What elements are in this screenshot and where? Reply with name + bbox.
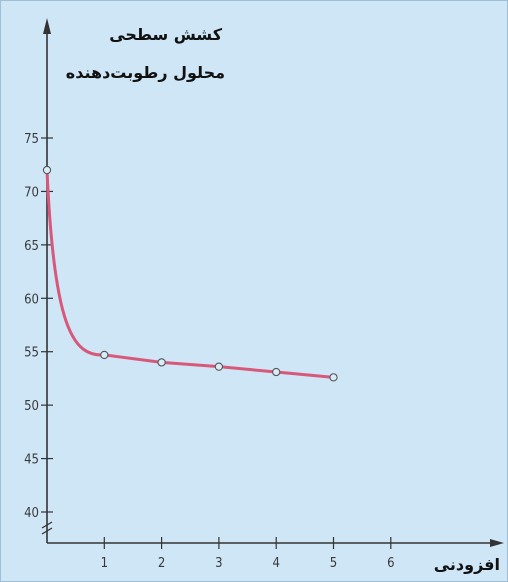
data-point (329, 373, 338, 382)
data-point (272, 367, 281, 377)
chart-title-line-2: محلول رطوبت‌دهنده (66, 63, 225, 82)
series-line (45, 168, 335, 379)
data-point (157, 358, 166, 367)
x-tick-label: 1 (101, 556, 108, 571)
y-tick-label: 55 (24, 346, 39, 361)
series-layer (42, 165, 338, 382)
axis-break-mark (41, 521, 53, 535)
axes (41, 18, 504, 547)
x-tick-label: 3 (215, 556, 222, 571)
y-axis-arrow (43, 18, 51, 34)
x-axis-arrow (490, 539, 504, 547)
y-tick-label: 60 (24, 292, 39, 307)
x-tick-label: 6 (387, 556, 394, 571)
data-point (214, 362, 224, 371)
data-point (42, 165, 52, 175)
x-axis-label: افزودنی (434, 555, 500, 574)
x-tick-label: 2 (158, 556, 165, 571)
y-tick-label: 45 (24, 453, 39, 468)
y-tick-label: 75 (24, 132, 39, 147)
y-tick-label: 50 (24, 399, 39, 414)
x-tick-label: 5 (330, 556, 337, 571)
chart-title-line-1: کشش سطحی (109, 25, 223, 44)
data-point (100, 350, 109, 360)
y-tick-label: 65 (24, 239, 39, 254)
y-tick-label: 70 (24, 185, 39, 200)
x-tick-label: 4 (272, 556, 279, 571)
y-tick-label: 40 (24, 506, 39, 521)
